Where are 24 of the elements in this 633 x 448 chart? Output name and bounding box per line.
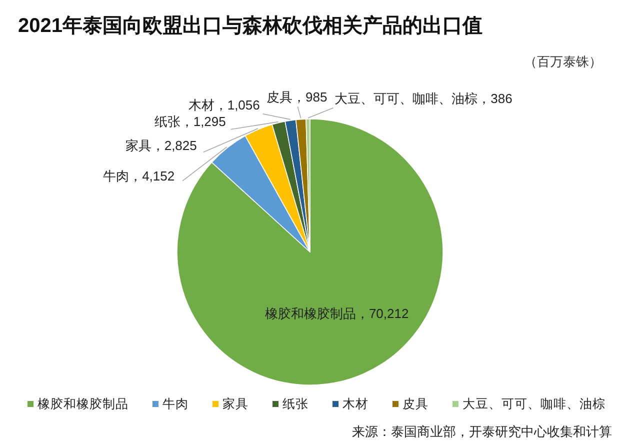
legend-label: 木材 xyxy=(342,397,368,411)
slice-label: 皮具 xyxy=(266,90,293,105)
legend-label: 纸张 xyxy=(282,397,308,411)
legend-label: 皮具 xyxy=(402,397,428,411)
legend-label: 橡胶和橡胶制品 xyxy=(38,397,128,411)
chart-subtitle: （百万泰铢） xyxy=(524,54,602,69)
data-label: ，386 xyxy=(478,90,512,106)
data-label: ，1,295 xyxy=(180,114,226,129)
data-label: ，70,212 xyxy=(356,306,409,321)
legend-label: 牛肉 xyxy=(162,397,188,411)
legend-label: 大豆、可可、咖啡、油棕 xyxy=(462,397,606,411)
slice-label: 木材 xyxy=(188,97,214,112)
slice-label: 大豆、可可、咖啡、油棕 xyxy=(334,90,478,106)
legend-label: 家具 xyxy=(222,396,248,411)
source-note: 来源：泰国商业部，开泰研究中心收集和计算 xyxy=(352,424,612,439)
slice-label: 纸张 xyxy=(154,114,180,129)
data-label: ，4,152 xyxy=(129,168,175,184)
data-label: ，1,056 xyxy=(214,97,260,112)
slice-label: 橡胶和橡胶制品 xyxy=(264,306,356,321)
chart-title: 2021年泰国向欧盟出口与森林砍伐相关产品的出口值 xyxy=(18,14,482,37)
slice-label: 牛肉 xyxy=(103,168,130,184)
data-label: ，2,825 xyxy=(151,138,197,154)
slice-label: 家具 xyxy=(125,138,152,154)
data-label: ，985 xyxy=(292,90,328,105)
